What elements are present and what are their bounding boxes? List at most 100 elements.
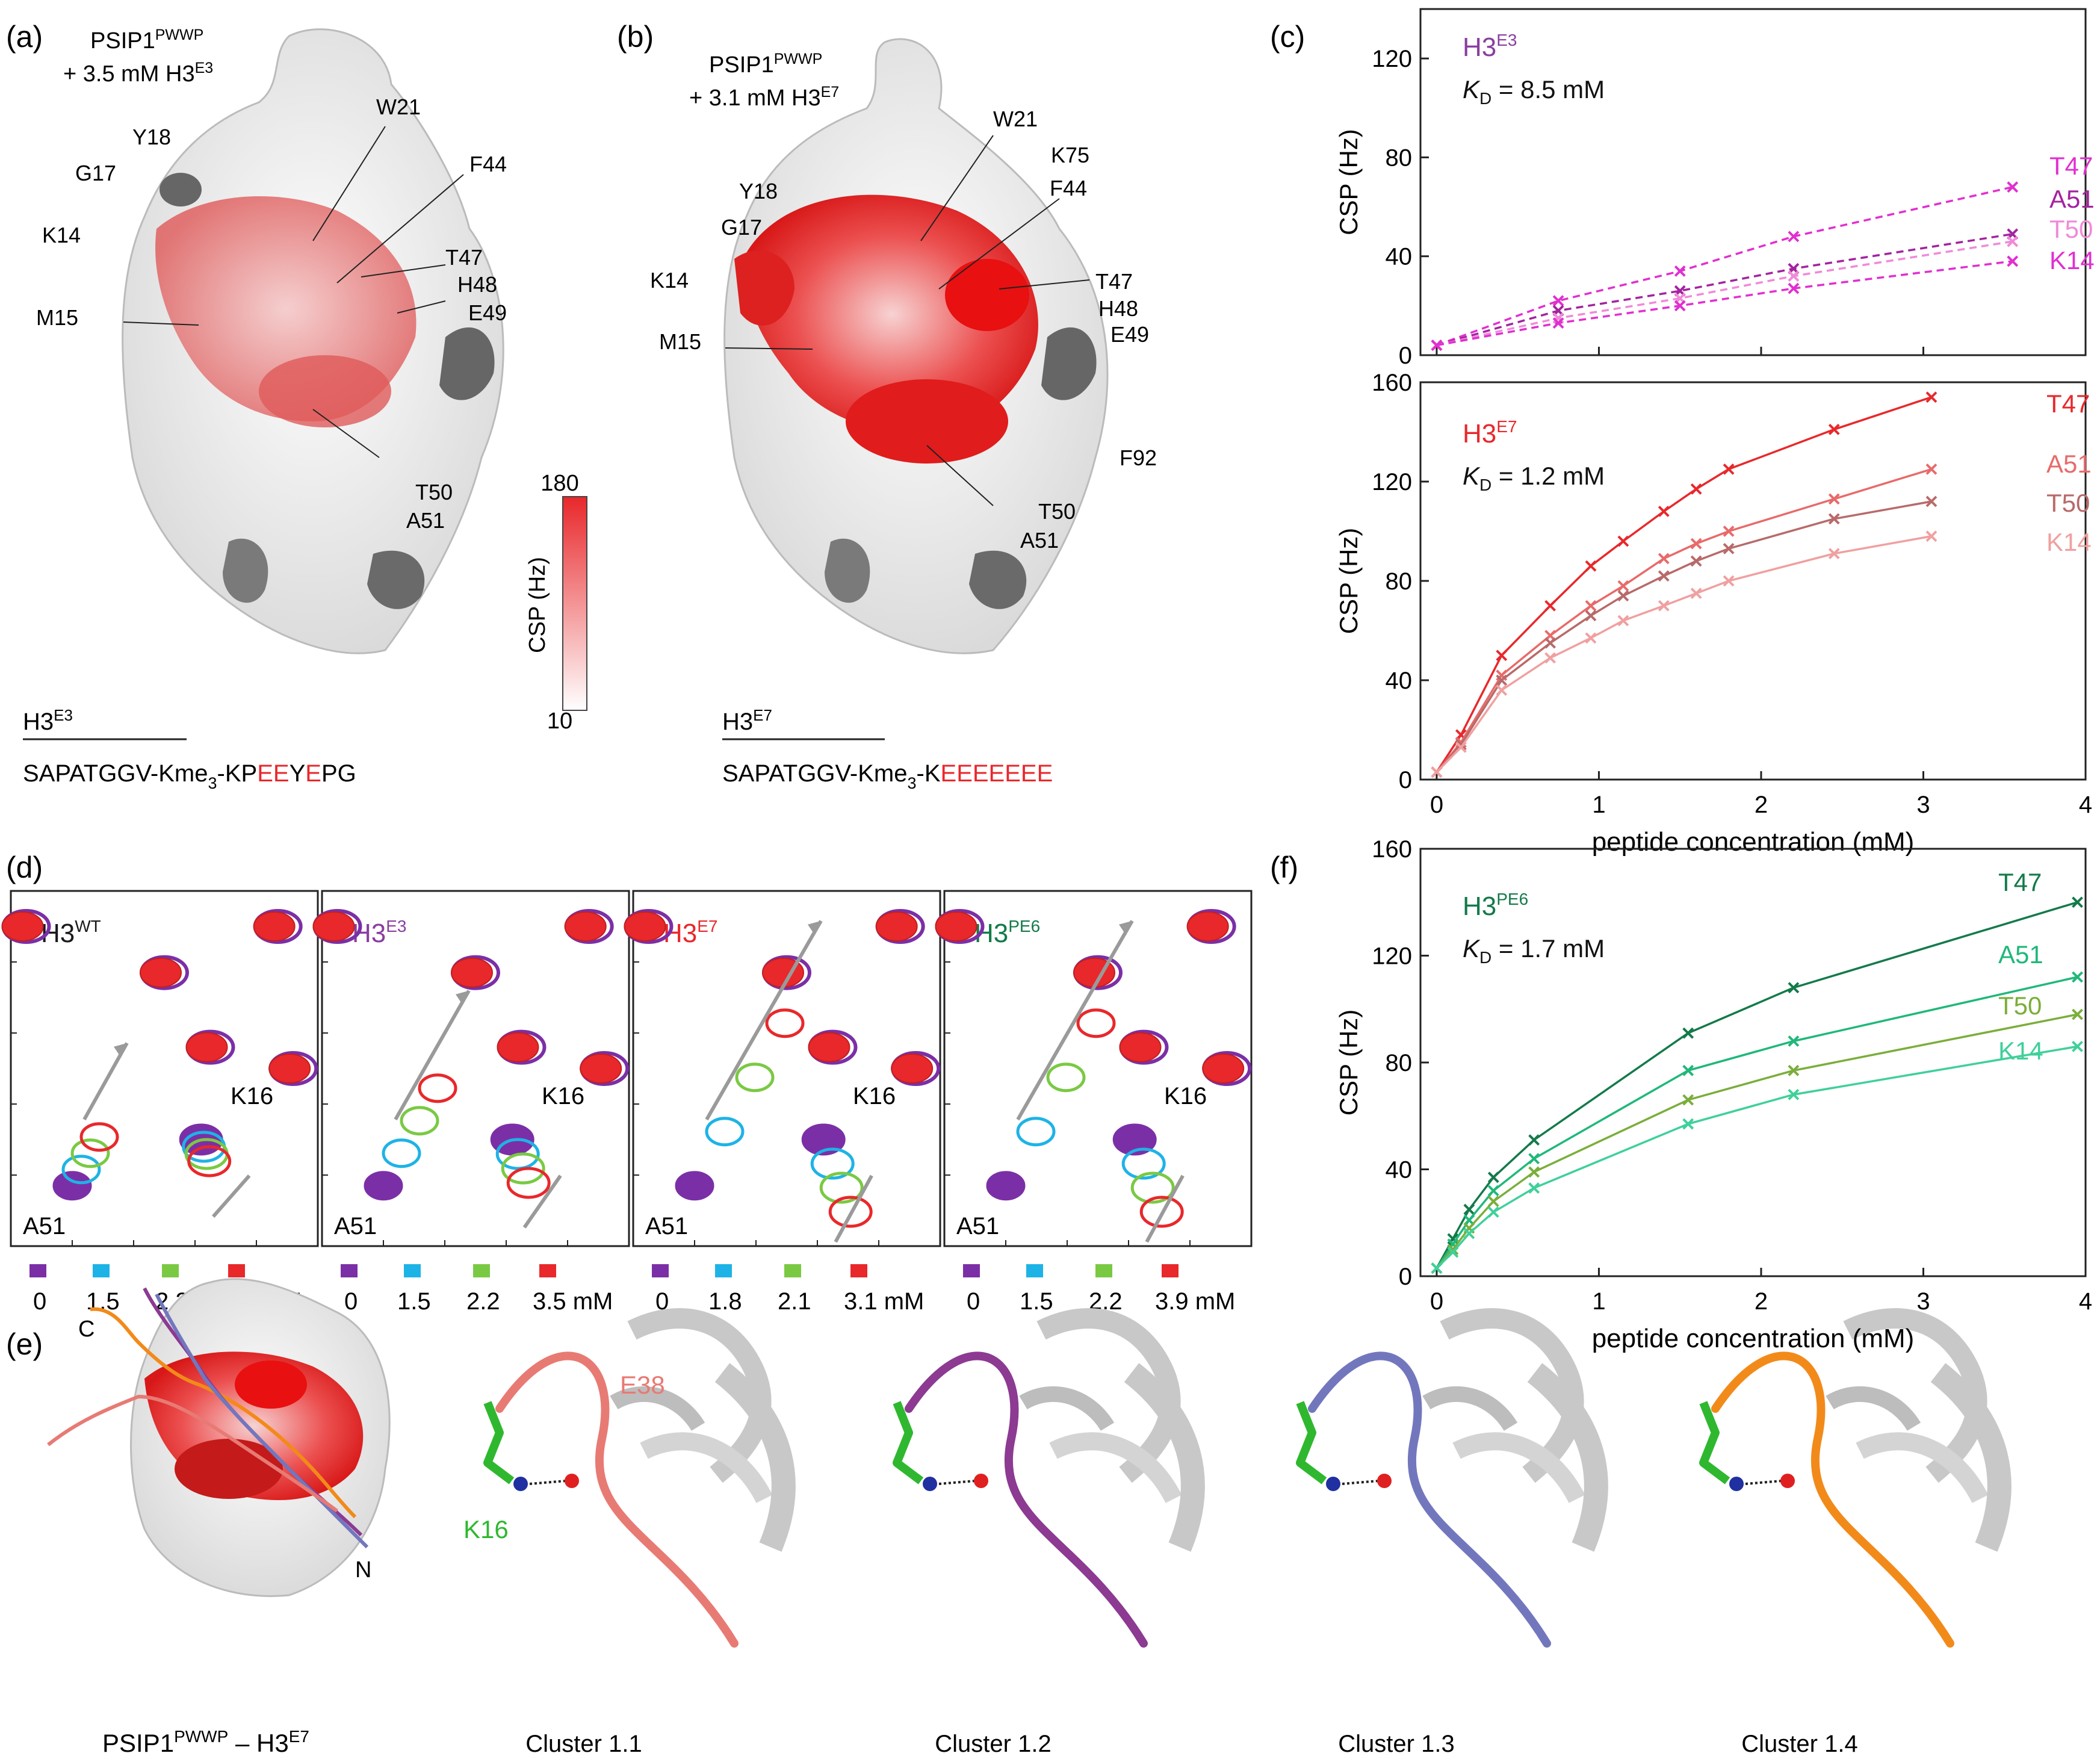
helix-ribbon: [1930, 1363, 2012, 1552]
data-point: [1431, 340, 1443, 351]
a51-peak: [364, 1171, 403, 1201]
x-tick-label: 4: [2079, 792, 2092, 818]
concentration-swatch: [29, 1264, 46, 1277]
data-point: [1925, 495, 1937, 507]
data-point: [1658, 553, 1670, 565]
label-m15: M15: [36, 305, 78, 330]
panel-b: (b) PSIP1PWWP + 3.1 mM H3E7 W21 K75 Y18 …: [617, 20, 1157, 792]
spectrum-title: H3E3: [352, 917, 407, 948]
kd-label: KD = 1.2 mM: [1463, 462, 1605, 494]
x-tick-label: 2: [1755, 792, 1768, 818]
concentration-label: 1.8: [708, 1288, 742, 1315]
data-point: [2007, 181, 2019, 193]
shift-arrowhead: [808, 920, 821, 935]
data-point: [1925, 463, 1937, 475]
y-axis-label: CSP (Hz): [1334, 528, 1363, 634]
k16-peak: [1130, 1171, 1175, 1204]
peak-contour: [185, 1032, 228, 1062]
panel-b-sequence: SAPATGGV-Kme3-KEEEEEEE: [722, 760, 1053, 792]
data-point: [1690, 538, 1702, 550]
data-point: [1544, 637, 1556, 649]
series-line-a51: [1436, 976, 2078, 1269]
data-point: [1658, 600, 1670, 612]
data-point: [1463, 1227, 1475, 1239]
panel-b-surface: [723, 38, 1109, 654]
peak-contour: [253, 911, 296, 941]
series-label-t47: T47: [1998, 868, 2042, 896]
peak-contour: [1202, 1053, 1245, 1084]
a51-peak: [70, 1138, 110, 1168]
helix-ribbon: [1124, 1363, 1205, 1552]
data-point: [1496, 650, 1508, 662]
panel-f: (f) 0 40 80 120 160 0 1 2 3 4 CSP (Hz) peptide conc…: [1270, 836, 2092, 1353]
concentration-label: 3.9 mM: [1155, 1288, 1235, 1315]
k16-label: K16: [1164, 1083, 1207, 1109]
peak-contour: [268, 1053, 311, 1084]
a51-peak: [1016, 1117, 1056, 1147]
oxygen-atom: [565, 1474, 579, 1488]
data-point: [1487, 1185, 1499, 1197]
data-point: [1682, 1027, 1694, 1039]
data-point: [2007, 235, 2019, 247]
peptide-backbone: [1308, 1351, 1551, 1648]
nitrogen-atom: [1326, 1477, 1340, 1491]
a51-peak: [675, 1171, 714, 1201]
concentration-swatch: [1095, 1264, 1112, 1277]
peptide-backbone: [1711, 1351, 1954, 1648]
chart-f-pe6: 0 40 80 120 160 0 1 2 3 4 CSP (Hz) peptide concentr…: [1334, 836, 2092, 1353]
data-point: [1658, 570, 1670, 582]
panel-a-sequence: SAPATGGV-Kme3-KPEEYEPG: [23, 760, 356, 792]
label-w21: W21: [993, 107, 1038, 131]
y-tick-label: 40: [1386, 244, 1413, 270]
peak-contour: [1119, 1032, 1162, 1062]
protein-ribbon: [1023, 1318, 1174, 1499]
series-label-a51: A51: [2049, 185, 2095, 213]
concentration-swatch: [341, 1264, 358, 1277]
lysine-sidechain: [893, 1401, 924, 1484]
k16-peak: [828, 1196, 873, 1228]
peak-contour: [935, 911, 977, 941]
data-point: [1544, 600, 1556, 612]
label-e49: E49: [1110, 322, 1149, 347]
shift-arrow: [1016, 920, 1134, 1121]
peak-contour: [1186, 911, 1229, 941]
nitrogen-atom: [1729, 1477, 1744, 1491]
panel-d-label: (d): [6, 851, 43, 884]
data-point: [2072, 896, 2083, 908]
data-point: [1925, 530, 1937, 542]
panel-e-caption: PSIP1PWWP – H3E7: [102, 1727, 309, 1757]
concentration-swatch: [539, 1264, 556, 1277]
data-point: [1496, 684, 1508, 696]
panel-a-label: (a): [6, 20, 43, 54]
concentration-label: 0: [655, 1288, 669, 1315]
label-f44: F44: [469, 152, 507, 176]
nitrogen-atom: [513, 1477, 528, 1491]
data-point: [1658, 506, 1670, 517]
salt-bridge: [1745, 1480, 1782, 1485]
data-point: [1682, 1118, 1694, 1130]
colorbar-max: 180: [540, 471, 578, 496]
spectrum-title: H3E7: [663, 917, 718, 948]
concentration-swatch: [93, 1264, 110, 1277]
data-point: [1585, 610, 1597, 622]
k16-label: K16: [542, 1083, 584, 1109]
series-line-t47: [1436, 396, 1932, 773]
data-point: [1487, 1206, 1499, 1218]
y-tick-label: 40: [1386, 668, 1413, 694]
label-k14: K14: [42, 223, 81, 247]
data-point: [1723, 526, 1735, 537]
peptide-backbone: [905, 1351, 1148, 1648]
data-point: [1682, 1064, 1694, 1076]
concentration-swatch: [652, 1264, 669, 1277]
oxygen-atom: [1377, 1474, 1392, 1488]
md-clusters: E38 K16 Cluster 1.1 Cluster 1.2 Cluster 1.3 C…: [463, 1318, 2012, 1757]
concentration-label: 3.5 mM: [533, 1288, 613, 1315]
cluster-panel-4: Cluster 1.4: [1699, 1318, 2012, 1757]
cluster-name: Cluster 1.1: [525, 1731, 642, 1757]
helix-ribbon: [714, 1363, 796, 1552]
series-label-a51: A51: [2046, 450, 2092, 478]
y-tick-label: 0: [1399, 767, 1412, 793]
data-point: [1528, 1134, 1540, 1146]
data-point: [1674, 300, 1686, 312]
